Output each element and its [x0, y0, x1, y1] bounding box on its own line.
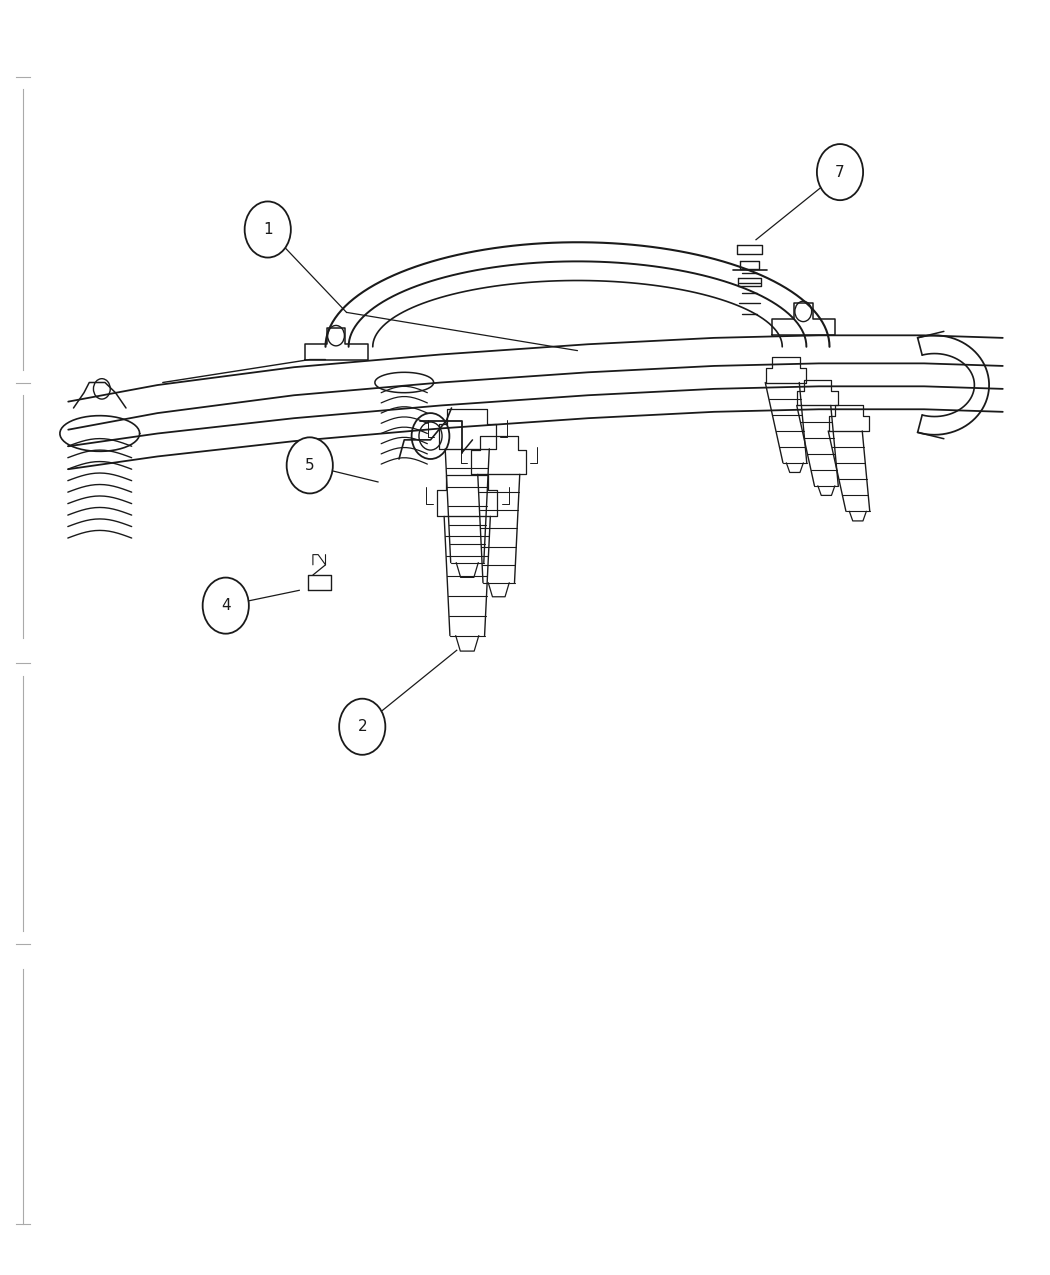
- Text: 4: 4: [220, 598, 231, 613]
- Circle shape: [203, 578, 249, 634]
- Circle shape: [245, 201, 291, 258]
- Text: 7: 7: [835, 164, 845, 180]
- Text: 5: 5: [304, 458, 315, 473]
- Text: 1: 1: [262, 222, 273, 237]
- Circle shape: [287, 437, 333, 493]
- Text: 2: 2: [357, 719, 367, 734]
- Circle shape: [339, 699, 385, 755]
- Circle shape: [817, 144, 863, 200]
